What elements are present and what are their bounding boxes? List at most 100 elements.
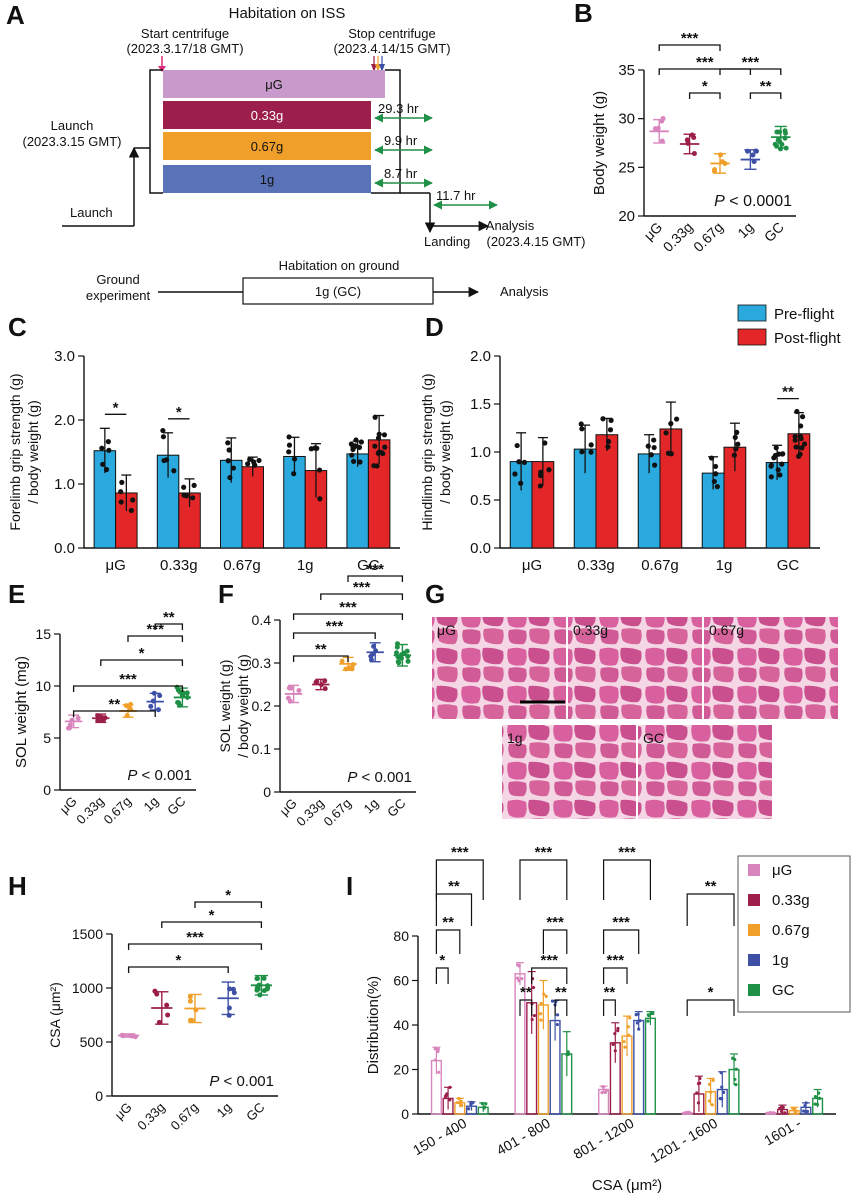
x-tick-label: 0.67g — [168, 1100, 202, 1134]
significance-bracket — [519, 999, 533, 1016]
x-tick-label: 1g — [716, 557, 733, 574]
data-point — [651, 437, 657, 443]
p-value-annotation: P < 0.001 — [209, 1073, 274, 1090]
y-tick-label: 0.2 — [252, 698, 272, 714]
significance-stars: *** — [546, 914, 564, 931]
x-tick-label: 0.67g — [223, 557, 261, 574]
data-point — [394, 644, 400, 650]
p-value-annotation: P < 0.0001 — [714, 193, 792, 210]
y-axis-label: Hindlimb grip strength (g) — [419, 373, 435, 530]
panel-label-g: G — [425, 579, 445, 609]
data-point — [187, 994, 193, 1000]
start-arrow-head — [158, 66, 166, 72]
data-point — [646, 1013, 650, 1017]
x-tick-label: 0.67g — [690, 219, 726, 255]
data-point — [531, 985, 536, 990]
data-point — [230, 465, 237, 471]
significance-bracket — [542, 929, 568, 954]
stop-arrow-1 — [371, 64, 377, 72]
panel-a-title: Habitation on ISS — [229, 5, 346, 22]
data-point — [256, 457, 262, 464]
x-tick-label: μG — [641, 219, 666, 244]
data-point — [588, 442, 594, 448]
data-point — [782, 130, 788, 136]
data-point — [665, 450, 672, 456]
data-point — [792, 437, 798, 443]
data-point — [648, 452, 654, 458]
data-point — [712, 463, 719, 470]
x-tick-label: GC — [357, 557, 380, 574]
histology-label-g033: 0.33g — [573, 622, 608, 638]
data-point — [710, 1103, 714, 1107]
ground-box-label: 1g (GC) — [315, 284, 361, 299]
y-axis-label: SOL weight (mg) — [13, 656, 30, 768]
data-point — [792, 433, 798, 440]
panel-label-a: A — [6, 0, 25, 30]
significance-stars: *** — [353, 579, 371, 596]
stop-centrifuge-label: Stop centrifuge — [348, 26, 435, 41]
significance-bracket — [519, 859, 568, 900]
data-point — [436, 1049, 440, 1054]
y-tick-label: 1500 — [72, 926, 103, 942]
data-point — [308, 446, 314, 452]
data-point — [777, 472, 783, 478]
legend-swatch — [748, 924, 760, 936]
significance-stars: ** — [520, 984, 532, 1001]
data-point — [148, 703, 154, 709]
g033-bar-label: 0.33g — [251, 108, 284, 123]
significance-bracket — [435, 929, 461, 954]
data-point — [674, 416, 680, 422]
significance-stars: ** — [555, 984, 567, 1001]
panel-label-f: F — [218, 579, 234, 609]
data-point — [291, 471, 297, 477]
ug-bar — [163, 70, 385, 98]
data-point — [382, 444, 388, 450]
data-point — [555, 1022, 559, 1027]
data-point — [793, 444, 799, 450]
significance-stars: *** — [612, 914, 630, 931]
x-tick-label: GC — [761, 219, 787, 245]
y-tick-label: 60 — [393, 973, 409, 989]
significance-bracket — [749, 92, 782, 99]
data-point — [689, 132, 695, 138]
data-point — [118, 499, 124, 505]
x-tick-label: GC — [777, 557, 800, 574]
data-point — [191, 482, 197, 488]
x-tick-label: 150 - 400 — [410, 1115, 469, 1159]
data-point — [317, 496, 323, 502]
histology-g067 — [704, 617, 838, 719]
data-point — [372, 443, 378, 449]
significance-stars: * — [702, 78, 708, 95]
g1-bar-label: 1g — [260, 172, 274, 187]
significance-stars: *** — [742, 54, 760, 71]
x-tick-label: 0.33g — [73, 794, 107, 828]
data-point — [358, 439, 365, 445]
significance-stars: *** — [681, 30, 699, 47]
data-point — [544, 994, 548, 998]
chart-C: 0.0 1.0 2.0 3.0 Forelimb grip strength (g) / … — [7, 348, 400, 574]
data-point — [514, 442, 520, 449]
histology-g1 — [502, 725, 636, 819]
y-tick-label: 15 — [35, 626, 51, 642]
data-point — [799, 414, 806, 420]
data-point — [286, 434, 292, 440]
legend-label: Pre-flight — [774, 306, 835, 323]
x-tick-label: 0.67g — [641, 557, 679, 574]
y-axis-label: Forelimb grip strength (g) — [7, 373, 23, 530]
data-point — [160, 434, 167, 440]
y-tick-label: 0 — [263, 784, 271, 800]
x-tick-label: 0.33g — [134, 1100, 168, 1134]
y-axis-label: CSA (μm²) — [47, 982, 63, 1048]
y-axis-label: SOL weight (g) — [217, 660, 233, 753]
data-point — [130, 497, 136, 503]
legend-label: GC — [772, 982, 795, 999]
data-point — [555, 1013, 560, 1017]
data-point — [460, 1103, 464, 1108]
data-point — [579, 449, 585, 455]
significance-bracket — [435, 893, 473, 926]
data-point — [349, 452, 355, 458]
histology-label-g067: 0.67g — [709, 622, 744, 638]
data-point — [128, 507, 134, 514]
y-tick-label: 0.0 — [54, 540, 75, 557]
